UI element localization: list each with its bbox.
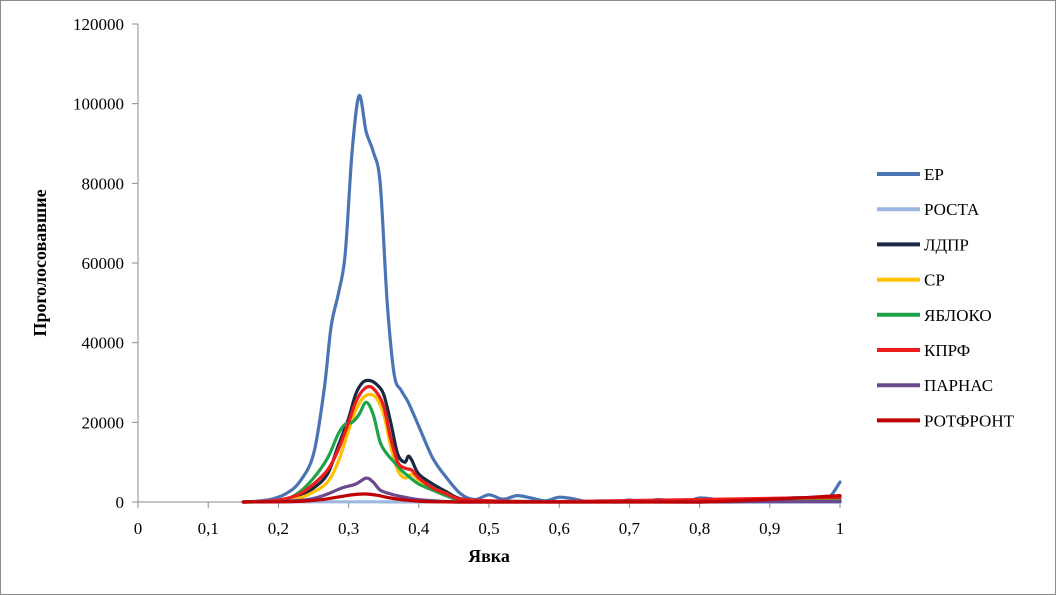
axes (137, 24, 840, 503)
y-tick-label: 120000 (73, 15, 124, 34)
series-line-4 (241, 400, 842, 504)
y-tick-label: 80000 (82, 174, 125, 193)
y-tick-label: 0 (116, 493, 125, 512)
legend-label-2: ЛДПР (924, 235, 969, 254)
x-tick-label: 0 (134, 519, 143, 538)
legend-label-0: ЕР (924, 165, 944, 184)
x-tick-label: 0,2 (268, 519, 289, 538)
y-tick-label: 60000 (82, 254, 125, 273)
legend-label-5: КПРФ (924, 341, 970, 360)
series-line-2 (241, 378, 842, 504)
x-tick-label: 0,4 (408, 519, 430, 538)
x-axis-title: Явка (468, 546, 510, 566)
x-tick-label: 0,3 (338, 519, 359, 538)
y-tick-label: 40000 (82, 334, 125, 353)
x-tick-label: 0,7 (619, 519, 641, 538)
y-axis-title: Проголосовавшие (30, 189, 50, 336)
y-tick-label: 20000 (82, 413, 125, 432)
x-tick-label: 0,5 (478, 519, 499, 538)
legend: ЕР РОСТА ЛДПР СР ЯБЛОКО КПРФ ПАРНАС РОТФРОНТ (877, 165, 1015, 430)
x-tick-label: 0,9 (759, 519, 780, 538)
x-axis-ticks: 0 0,1 0,2 0,3 0,4 0,5 0,6 0,7 0,8 0,9 1 (134, 502, 845, 538)
series-line-7 (241, 492, 842, 504)
y-axis-ticks: 0 20000 40000 60000 80000 100000 120000 (73, 15, 138, 512)
series-line-5 (241, 384, 842, 504)
x-tick-label: 0,6 (549, 519, 570, 538)
legend-label-3: СР (924, 271, 945, 290)
legend-label-1: РОСТА (924, 200, 980, 219)
x-tick-label: 1 (836, 519, 845, 538)
legend-label-4: ЯБЛОКО (924, 306, 992, 325)
y-tick-label: 100000 (73, 95, 124, 114)
series-lines (241, 94, 842, 504)
x-tick-label: 0,8 (689, 519, 710, 538)
series-line-0 (241, 94, 842, 504)
legend-label-7: РОТФРОНТ (924, 411, 1015, 430)
legend-label-6: ПАРНАС (924, 376, 993, 395)
x-tick-label: 0,1 (198, 519, 219, 538)
